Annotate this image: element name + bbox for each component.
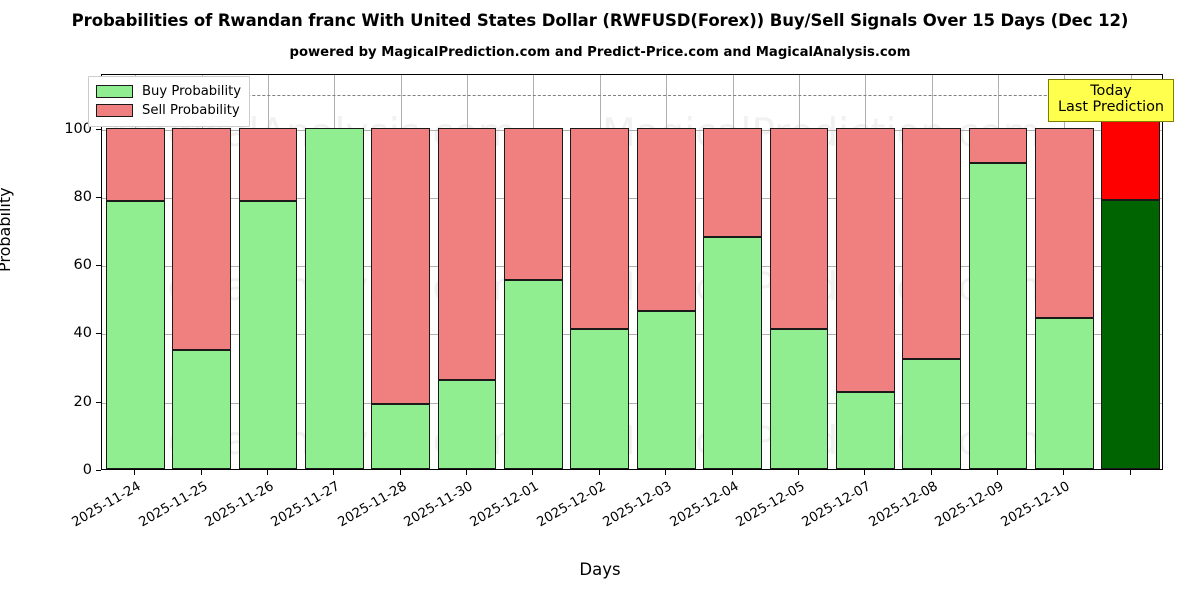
x-axis-tick-mark [931,470,932,475]
bar-segment-sell [172,127,231,350]
today-annotation-line2: Last Prediction [1058,99,1165,116]
bar-group[interactable] [703,75,762,469]
bar-group[interactable] [172,75,231,469]
x-axis-tick-mark [599,470,600,475]
gridline-horizontal [102,197,1162,199]
x-axis-tick-mark [732,470,733,475]
bar-group[interactable] [105,75,165,469]
bar-segment-sell [504,127,563,280]
legend-item-sell: Sell Probability [96,101,241,120]
bar-group[interactable] [304,75,364,469]
y-axis-tick-label: 100 [64,120,92,137]
bar-segment-buy [902,359,962,469]
bar-segment-buy [1101,200,1161,469]
bar-segment-buy [835,391,895,469]
bar-segment-sell [1035,127,1094,319]
chart-legend: Buy Probability Sell Probability [88,76,251,127]
bar-segment-buy [504,279,563,469]
bar-segment-buy [703,236,762,469]
bar-segment-buy [1035,318,1094,469]
chart-subtitle: powered by MagicalPrediction.com and Pre… [289,45,911,60]
bar-segment-buy [238,201,298,469]
legend-label-buy: Buy Probability [142,84,242,99]
y-axis-label: Probability [0,187,14,272]
bar-segment-buy [437,379,497,469]
y-axis-tick-label: 40 [73,325,92,342]
x-axis-tick-mark [798,470,799,475]
bar-segment-sell [703,127,762,237]
bar-group[interactable] [968,75,1028,469]
x-axis-tick-mark [333,470,334,475]
gridline-horizontal [102,402,1162,404]
bar-segment-sell [371,127,431,405]
x-axis-tick-mark [997,470,998,475]
x-axis-tick-mark [532,470,533,475]
legend-label-sell: Sell Probability [142,103,240,118]
y-axis-tick-mark [96,196,101,198]
x-axis-tick-mark [134,470,135,475]
bar-segment-sell [570,127,630,330]
bar-segment-sell [968,127,1028,164]
bar-group[interactable] [371,75,431,469]
bar-group[interactable] [1035,75,1094,469]
y-axis-tick-mark [96,333,101,335]
bar-segment-sell [105,127,165,202]
bar-segment-sell [835,127,895,392]
chart-title: Probabilities of Rwandan franc With Unit… [71,11,1129,30]
bar-group[interactable] [835,75,895,469]
bar-today[interactable] [1101,75,1161,469]
bar-segment-buy [371,404,431,469]
bar-group[interactable] [238,75,298,469]
y-axis-tick-mark [96,470,101,471]
bar-segment-buy [570,329,630,469]
x-axis-tick-mark [1130,470,1131,475]
bar-group[interactable] [636,75,696,469]
y-axis-tick-label: 80 [73,188,92,205]
bar-group[interactable] [437,75,497,469]
bar-group[interactable] [902,75,962,469]
bar-segment-sell [636,127,696,312]
y-axis-tick-label: 20 [73,393,92,410]
y-axis-tick-mark [96,265,101,267]
bar-group[interactable] [504,75,563,469]
y-axis-tick-mark [96,401,101,403]
bar-segment-buy [769,329,829,469]
plot-inner: MagicalAnalysis.comMagicalPrediction.com… [102,75,1162,469]
x-axis-tick-mark [864,470,865,475]
bar-segment-sell [769,127,829,330]
x-axis-tick-mark [400,470,401,475]
x-axis-tick-mark [466,470,467,475]
gridline-horizontal [102,266,1162,268]
today-annotation: Today Last Prediction [1048,79,1175,122]
gridline-horizontal [102,334,1162,336]
bar-segment-buy [105,201,165,469]
gridline-horizontal [102,129,1162,131]
bar-group[interactable] [570,75,630,469]
threshold-dashed-line [102,95,1162,97]
bar-segment-sell [437,127,497,380]
x-axis-tick-mark [665,470,666,475]
bar-segment-buy [968,163,1028,469]
today-annotation-line1: Today [1090,83,1132,99]
x-axis-tick-mark [267,470,268,475]
plot-area: MagicalAnalysis.comMagicalPrediction.com… [101,74,1163,470]
x-axis-tick-mark [201,470,202,475]
bar-segment-buy [172,349,231,469]
bar-segment-sell [238,127,298,202]
y-axis-tick-label: 0 [82,462,92,478]
bar-segment-buy [636,311,696,469]
bar-group[interactable] [769,75,829,469]
bar-segment-sell [902,127,962,360]
y-axis-tick-label: 60 [73,257,92,274]
legend-swatch-sell [96,104,133,117]
x-axis-tick-mark [1063,470,1064,475]
legend-swatch-buy [96,85,133,98]
y-axis-tick-mark [96,128,101,130]
x-axis-label: Days [579,560,621,579]
bar-segment-buy [304,127,364,469]
legend-item-buy: Buy Probability [96,82,241,101]
